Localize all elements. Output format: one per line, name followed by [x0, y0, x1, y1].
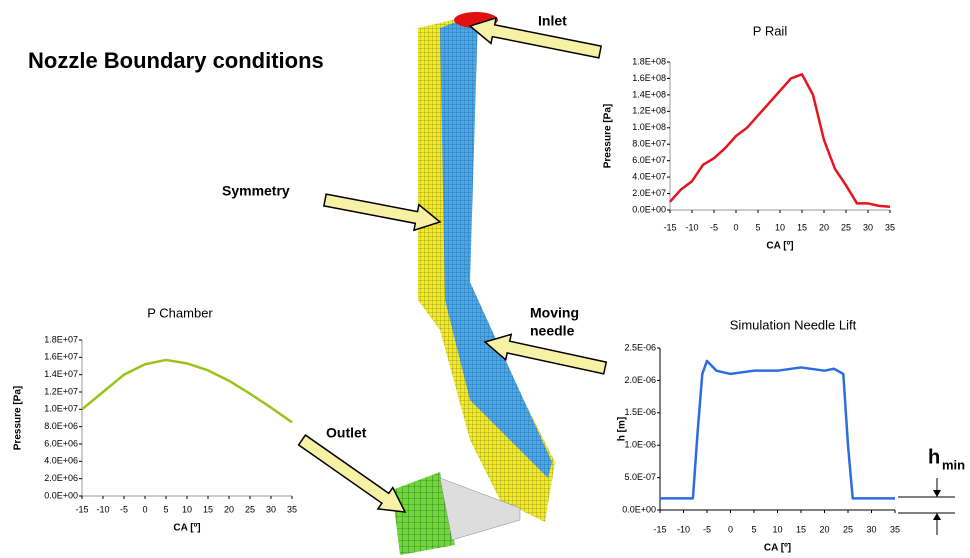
- y-tick-label: 2.0E+07: [632, 188, 666, 198]
- x-tick-label: 30: [863, 222, 873, 232]
- data-line: [660, 361, 895, 498]
- chart-title: P Chamber: [147, 305, 213, 320]
- label-needle: needle: [530, 323, 575, 339]
- x-tick-label: -5: [120, 504, 128, 514]
- y-tick-label: 1.0E+07: [44, 404, 78, 414]
- y-tick-label: 1.8E+07: [44, 334, 78, 344]
- x-tick-label: 25: [841, 222, 851, 232]
- x-tick-label: -15: [663, 222, 676, 232]
- slide: Nozzle Boundary conditions Inlet Symmetr…: [0, 0, 970, 558]
- x-tick-label: -5: [703, 524, 711, 534]
- x-tick-label: -10: [677, 524, 690, 534]
- y-tick-label: 1.0E+08: [632, 122, 666, 132]
- mesh: [392, 12, 555, 555]
- hmin-h: h: [928, 446, 940, 468]
- y-tick-label: 4.0E+06: [44, 456, 78, 466]
- y-axis-label: h [m]: [617, 417, 628, 441]
- label-outlet: Outlet: [326, 425, 367, 441]
- x-tick-label: 10: [182, 504, 192, 514]
- y-tick-label: 5.0E-07: [624, 472, 656, 482]
- x-tick-label: 5: [163, 504, 168, 514]
- x-tick-label: 15: [797, 222, 807, 232]
- label-inlet: Inlet: [538, 13, 567, 29]
- y-axis-label: Pressure [Pa]: [603, 104, 614, 168]
- y-tick-label: 1.4E+08: [632, 89, 666, 99]
- x-tick-label: 35: [885, 222, 895, 232]
- y-tick-label: 1.4E+07: [44, 369, 78, 379]
- x-tick-label: 15: [796, 524, 806, 534]
- x-tick-label: -10: [685, 222, 698, 232]
- arrow: [299, 435, 405, 512]
- x-tick-label: 35: [890, 524, 900, 534]
- x-tick-label: 5: [751, 524, 756, 534]
- hmin-sub: min: [942, 457, 965, 472]
- arrow: [470, 18, 601, 58]
- data-line: [670, 74, 890, 206]
- y-tick-label: 8.0E+07: [632, 139, 666, 149]
- x-tick-label: -15: [653, 524, 666, 534]
- x-axis-label: CA [º]: [173, 523, 200, 534]
- hmin-arrowhead: [933, 490, 941, 497]
- label-moving: Moving: [530, 305, 579, 321]
- x-tick-label: 15: [203, 504, 213, 514]
- x-tick-label: 25: [245, 504, 255, 514]
- y-tick-label: 1.8E+08: [632, 56, 666, 66]
- y-tick-label: 1.6E+08: [632, 73, 666, 83]
- x-axis-label: CA [º]: [766, 241, 793, 252]
- x-tick-label: 0: [733, 222, 738, 232]
- y-tick-label: 6.0E+07: [632, 155, 666, 165]
- x-axis-label: CA [º]: [764, 543, 791, 554]
- x-tick-label: 10: [772, 524, 782, 534]
- x-tick-label: -15: [75, 504, 88, 514]
- y-tick-label: 1.6E+07: [44, 352, 78, 362]
- x-tick-label: 25: [843, 524, 853, 534]
- y-tick-label: 2.5E-06: [624, 342, 656, 352]
- x-tick-label: 5: [755, 222, 760, 232]
- data-line: [82, 360, 292, 422]
- x-tick-label: -5: [710, 222, 718, 232]
- x-tick-label: 20: [224, 504, 234, 514]
- x-tick-label: 20: [819, 524, 829, 534]
- y-tick-label: 1.5E-06: [624, 407, 656, 417]
- mesh-blue: [440, 14, 552, 478]
- x-tick-label: 0: [728, 524, 733, 534]
- chart-title: P Rail: [753, 23, 788, 38]
- y-tick-label: 0.0E+00: [632, 204, 666, 214]
- y-tick-label: 1.0E-06: [624, 440, 656, 450]
- x-tick-label: 30: [866, 524, 876, 534]
- chart-title: Simulation Needle Lift: [730, 317, 857, 332]
- y-tick-label: 1.2E+07: [44, 386, 78, 396]
- y-axis-label: Pressure [Pa]: [13, 386, 24, 450]
- x-tick-label: 20: [819, 222, 829, 232]
- y-tick-label: 2.0E-06: [624, 375, 656, 385]
- label-symmetry: Symmetry: [222, 183, 290, 199]
- x-tick-label: 0: [142, 504, 147, 514]
- y-tick-label: 0.0E+00: [44, 490, 78, 500]
- y-tick-label: 6.0E+06: [44, 438, 78, 448]
- x-tick-label: 30: [266, 504, 276, 514]
- y-tick-label: 4.0E+07: [632, 171, 666, 181]
- x-tick-label: 10: [775, 222, 785, 232]
- hmin-arrowhead: [933, 513, 941, 520]
- y-tick-label: 2.0E+06: [44, 473, 78, 483]
- y-tick-label: 1.2E+08: [632, 106, 666, 116]
- y-tick-label: 0.0E+00: [622, 504, 656, 514]
- x-tick-label: 35: [287, 504, 297, 514]
- y-tick-label: 8.0E+06: [44, 421, 78, 431]
- hmin-marker: h min: [898, 446, 965, 535]
- x-tick-label: -10: [96, 504, 109, 514]
- slide-title: Nozzle Boundary conditions: [28, 48, 324, 73]
